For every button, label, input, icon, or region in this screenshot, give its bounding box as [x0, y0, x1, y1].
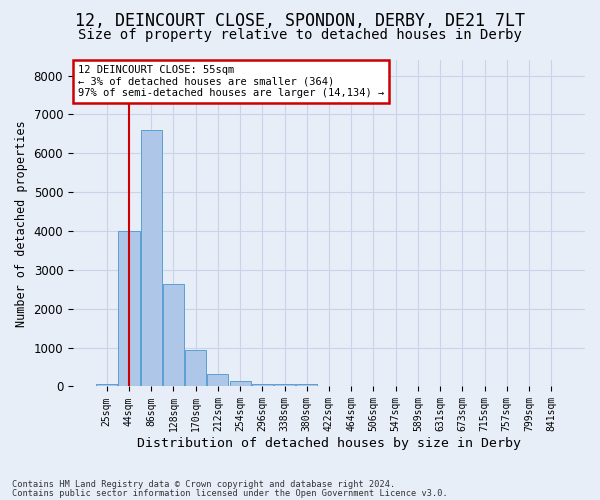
X-axis label: Distribution of detached houses by size in Derby: Distribution of detached houses by size …: [137, 437, 521, 450]
Bar: [185, 350, 206, 387]
Bar: [296, 384, 317, 386]
Text: Size of property relative to detached houses in Derby: Size of property relative to detached ho…: [78, 28, 522, 42]
Bar: [230, 381, 251, 386]
Text: 12, DEINCOURT CLOSE, SPONDON, DERBY, DE21 7LT: 12, DEINCOURT CLOSE, SPONDON, DERBY, DE2…: [75, 12, 525, 30]
Bar: [96, 384, 117, 386]
Bar: [163, 284, 184, 386]
Y-axis label: Number of detached properties: Number of detached properties: [15, 120, 28, 326]
Text: Contains public sector information licensed under the Open Government Licence v3: Contains public sector information licen…: [12, 488, 448, 498]
Bar: [207, 374, 229, 386]
Bar: [274, 384, 295, 386]
Bar: [252, 384, 273, 386]
Bar: [118, 231, 140, 386]
Text: Contains HM Land Registry data © Crown copyright and database right 2024.: Contains HM Land Registry data © Crown c…: [12, 480, 395, 489]
Text: 12 DEINCOURT CLOSE: 55sqm
← 3% of detached houses are smaller (364)
97% of semi-: 12 DEINCOURT CLOSE: 55sqm ← 3% of detach…: [78, 65, 384, 98]
Bar: [140, 130, 162, 386]
